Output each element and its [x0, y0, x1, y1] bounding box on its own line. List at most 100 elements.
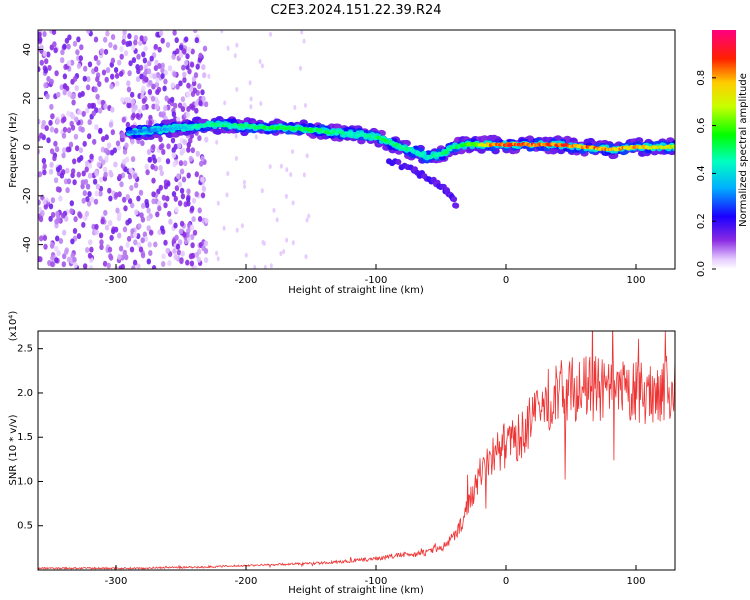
heatmap-noise-cell — [125, 194, 130, 200]
heatmap-noise-cell — [82, 75, 88, 82]
heatmap-noise-cell — [151, 191, 156, 198]
heatmap-noise-cell — [117, 232, 122, 239]
heatmap-noise-cell — [258, 59, 262, 64]
heatmap-noise-cell — [179, 187, 185, 194]
heatmap-noise-cell — [182, 77, 187, 83]
heatmap-noise-cell — [98, 127, 103, 134]
heatmap-noise-cell — [144, 202, 150, 209]
heatmap-noise-cell — [143, 64, 149, 71]
snr-frame — [37, 330, 676, 571]
heatmap-noise-cell — [179, 220, 185, 227]
heatmap-noise-cell — [244, 252, 248, 258]
heatmap-noise-cell — [42, 163, 47, 170]
heatmap-noise-cell — [149, 55, 154, 62]
heatmap-noise-cell — [141, 104, 146, 111]
heatmap-noise-cell — [46, 76, 51, 82]
heatmap-noise-cell — [140, 252, 146, 259]
heatmap-noise-cell — [42, 31, 47, 37]
heatmap-noise-cell — [176, 249, 182, 256]
heatmap-noise-cell — [151, 198, 156, 205]
heatmap-noise-cell — [143, 45, 148, 52]
heatmap-noise-cell — [141, 98, 147, 104]
heatmap-noise-cell — [48, 119, 53, 126]
heatmap-noise-cell — [180, 106, 186, 113]
heatmap-noise-cell — [195, 150, 200, 157]
heatmap-noise-cell — [142, 57, 148, 64]
heatmap-noise-cell — [64, 37, 70, 44]
heatmap-noise-cell — [180, 193, 186, 200]
heatmap-noise-cell — [39, 44, 44, 51]
heatmap-noise-cell — [130, 156, 136, 163]
heatmap-noise-cell — [65, 187, 70, 194]
heatmap-noise-cell — [97, 98, 102, 105]
heatmap-noise-cell — [199, 160, 204, 167]
heatmap-noise-cell — [80, 90, 85, 97]
y-tick-label: -20 — [22, 188, 33, 204]
heatmap-noise-cell — [186, 82, 191, 89]
heatmap-ridge-cell — [672, 145, 675, 150]
heatmap-noise-cell — [72, 40, 78, 47]
heatmap-noise-cell — [77, 211, 82, 218]
heatmap-noise-cell — [94, 228, 99, 235]
heatmap-noise-cell — [88, 239, 93, 246]
heatmap-noise-cell — [140, 140, 145, 147]
heatmap-noise-cell — [87, 172, 93, 179]
x-tick-label: 0 — [503, 275, 509, 286]
heatmap-noise-cell — [161, 149, 166, 155]
heatmap-noise-cell — [55, 235, 60, 242]
heatmap-noise-cell — [84, 166, 89, 173]
heatmap-noise-cell — [39, 132, 44, 139]
heatmap-noise-cell — [66, 60, 72, 67]
heatmap-noise-cell — [74, 85, 79, 91]
heatmap-noise-cell — [155, 211, 160, 218]
heatmap-noise-cell — [285, 167, 289, 173]
snr-y-ticks: 0.5 1.0 1.5 2.0 2.5 — [17, 344, 43, 532]
heatmap-noise-cell — [133, 239, 138, 246]
heatmap-noise-cell — [203, 101, 209, 108]
heatmap-noise-cell — [96, 59, 101, 66]
heatmap-noise-cell — [160, 225, 165, 232]
heatmap-noise-cell — [134, 209, 139, 216]
heatmap-noise-cell — [70, 238, 75, 245]
heatmap-noise-cell — [80, 126, 85, 133]
heatmap-noise-cell — [178, 80, 183, 87]
heatmap-noise-cell — [61, 229, 67, 236]
heatmap-noise-cell — [63, 215, 69, 222]
heatmap-noise-cell — [42, 169, 47, 176]
heatmap-noise-cell — [158, 136, 163, 143]
heatmap-noise-cell — [146, 258, 151, 265]
heatmap-noise-cell — [81, 110, 86, 117]
heatmap-noise-cell — [300, 30, 304, 35]
heatmap-noise-cell — [163, 202, 168, 209]
heatmap-noise-cell — [50, 113, 55, 120]
heatmap-noise-cell — [38, 235, 44, 242]
heatmap-noise-cell — [138, 40, 143, 46]
heatmap-noise-cell — [172, 161, 177, 168]
heatmap-noise-cell — [242, 179, 246, 185]
heatmap-noise-cell — [50, 255, 55, 261]
y-tick-label: 1.0 — [17, 476, 33, 487]
y-tick-label: 20 — [22, 92, 33, 105]
heatmap-noise-cell — [158, 165, 163, 171]
heatmap-noise-cell — [52, 41, 57, 48]
heatmap-noise-cell — [151, 265, 157, 269]
heatmap-noise-cell — [59, 172, 65, 179]
heatmap-noise-cell — [167, 65, 173, 72]
heatmap-noise-cell — [226, 45, 230, 51]
heatmap-noise-cell — [171, 53, 176, 60]
heatmap-noise-cell — [149, 229, 154, 236]
colorbar-tick-label: 0.0 — [696, 261, 707, 277]
heatmap-noise-cell — [113, 161, 118, 168]
heatmap-noise-cell — [119, 53, 124, 60]
heatmap-noise-cell — [152, 157, 158, 164]
heatmap-noise-cell — [177, 102, 183, 109]
colorbar-label: Normalized spectral amplitude — [738, 73, 749, 227]
heatmap-noise-cell — [202, 45, 208, 52]
heatmap-noise-cell — [50, 211, 56, 218]
x-tick-label: -100 — [365, 275, 388, 286]
heatmap-ridge-cell — [213, 128, 223, 135]
figure-title: C2E3.2024.151.22.39.R24 — [270, 3, 441, 18]
heatmap-noise-cell — [103, 36, 108, 43]
heatmap-noise-cell — [103, 103, 108, 110]
heatmap-noise-cell — [107, 246, 113, 253]
